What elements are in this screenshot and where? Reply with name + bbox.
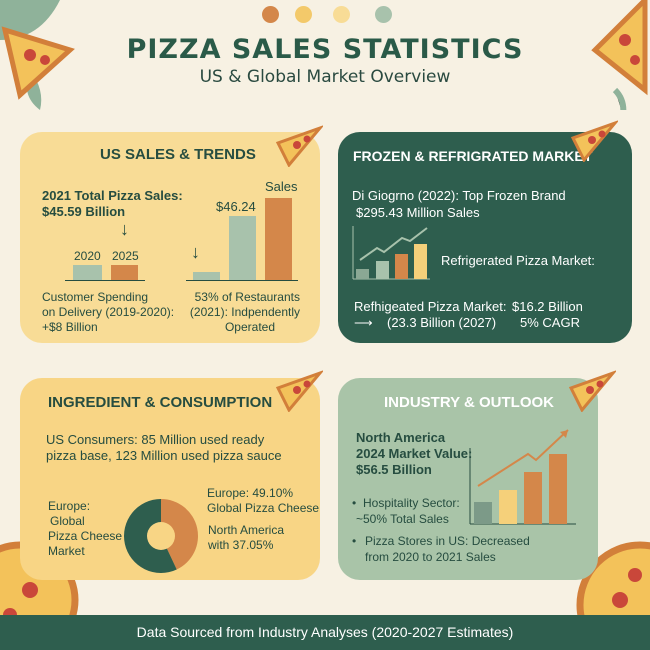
pizza-slice-icon xyxy=(568,370,616,412)
europe-text: Global Pizza Cheese xyxy=(207,501,320,515)
brand-text: $295.43 Million Sales xyxy=(356,205,480,220)
cagr-text: 5% CAGR xyxy=(520,315,580,330)
outlook-bar-chart xyxy=(469,429,576,525)
bar-sales xyxy=(265,198,292,280)
pizza-slice-icon xyxy=(591,0,648,110)
card-title: INDUSTRY & OUTLOOK xyxy=(384,394,555,411)
market-value: $16.2 Billion xyxy=(512,299,583,314)
outlook-bar xyxy=(474,502,492,524)
market-text: Refhigeated Pizza Market: xyxy=(354,299,507,314)
card-title: US SALES & TRENDS xyxy=(100,146,256,163)
footer: Data Sourced from Industry Analyses (202… xyxy=(0,615,650,650)
header-dot xyxy=(262,6,279,23)
na-market-text: 2024 Market Value: xyxy=(356,446,473,461)
axis-line xyxy=(65,280,145,281)
outlook-bar xyxy=(499,490,517,524)
bar-2020 xyxy=(73,265,102,280)
arrow-down-icon: ↓ xyxy=(191,242,200,262)
bar-2025 xyxy=(111,265,138,280)
pizza-icon xyxy=(576,541,650,620)
bullet-icon: • xyxy=(352,534,357,548)
page-title: PIZZA SALES STATISTICS xyxy=(126,34,524,65)
na-market-value: $56.5 Billion xyxy=(356,462,432,477)
industry-card: INDUSTRY & OUTLOOK North America 2024 Ma… xyxy=(338,378,598,580)
consumers-text: pizza base, 123 Million used pizza sauce xyxy=(46,448,282,463)
stores-text: Pizza Stores in US: Decreased xyxy=(365,534,530,548)
year-label: 2025 xyxy=(112,249,139,263)
stores-text: from 2020 to 2021 Sales xyxy=(365,550,496,564)
total-sales-label: 2021 Total Pizza Sales: xyxy=(42,188,183,203)
na-text: North America xyxy=(208,523,285,537)
hospitality-text: ~50% Total Sales xyxy=(356,512,449,526)
axis-line xyxy=(186,280,298,281)
donut-left-label: Europe: xyxy=(48,499,91,513)
header-dot xyxy=(295,6,312,23)
card-title: INGREDIENT & CONSUMPTION xyxy=(48,394,273,411)
delivery-text: on Delivery (2019-2020): xyxy=(42,305,175,319)
donut-slice-north-america xyxy=(161,499,198,570)
bullet-icon: • xyxy=(352,496,357,510)
total-sales-value: $45.59 Billion xyxy=(42,204,126,219)
donut-left-label: Market xyxy=(48,544,85,558)
donut-hole xyxy=(147,522,175,550)
europe-text: Europe: 49.10% xyxy=(207,486,294,500)
trend-arrow xyxy=(359,227,428,261)
outlook-bar xyxy=(524,472,542,524)
pizza-slice-icon xyxy=(1,26,75,100)
donut-left-label: Global xyxy=(50,514,85,528)
ingredient-card: INGREDIENT & CONSUMPTION US Consumers: 8… xyxy=(20,378,320,580)
mini-bar xyxy=(414,244,427,279)
restaurants-text: (2021): Indpendently xyxy=(189,305,300,319)
bar-small xyxy=(193,272,220,280)
donut-left-label: Pizza Cheese xyxy=(48,529,123,543)
pizza-slice-icon xyxy=(275,125,323,167)
year-label: 2020 xyxy=(74,249,101,263)
mini-bar xyxy=(356,269,369,279)
bar-value-label: $46.24 xyxy=(216,199,256,214)
mini-bar xyxy=(395,254,408,279)
na-market-text: North America xyxy=(356,430,446,445)
mini-bar-chart xyxy=(352,226,430,280)
restaurants-text: Operated xyxy=(224,320,276,334)
market-text: (23.3 Billion (2027) xyxy=(387,315,497,330)
page-subtitle: US & Global Market Overview xyxy=(199,67,451,87)
us-sales-card: US SALES & TRENDS 2021 Total Pizza Sales… xyxy=(20,132,320,343)
refrigerated-label: Refrigerated Pizza Market: xyxy=(441,253,595,268)
brand-text: Di Giogrno (2022): Top Frozen Brand xyxy=(352,188,566,203)
pizza-slice-icon xyxy=(275,370,323,412)
bar-label: Sales xyxy=(265,179,298,194)
restaurants-text: 53% of Restaurants xyxy=(194,290,300,304)
mini-bar xyxy=(376,261,389,279)
card-title: FROZEN & REFRIGRATED MARKET xyxy=(353,148,593,164)
frozen-market-card: FROZEN & REFRIGRATED MARKET Di Giogrno (… xyxy=(338,132,632,343)
arrow-down-icon: ↓ xyxy=(120,219,129,239)
delivery-text: +$8 Billion xyxy=(42,320,98,334)
bar-46-24 xyxy=(229,216,256,280)
header-dot xyxy=(375,6,392,23)
header-dot xyxy=(333,6,350,23)
donut-chart xyxy=(123,499,198,573)
arrow-right-icon: ⟶ xyxy=(354,315,373,330)
delivery-text: Customer Spending xyxy=(42,290,149,304)
trend-arrow xyxy=(477,429,569,487)
na-text: with 37.05% xyxy=(208,538,274,552)
pizza-slice-icon xyxy=(570,120,618,162)
hospitality-text: Hospitality Sector: xyxy=(363,496,460,510)
consumers-text: US Consumers: 85 Million used ready xyxy=(46,432,265,447)
outlook-bar xyxy=(549,454,567,524)
